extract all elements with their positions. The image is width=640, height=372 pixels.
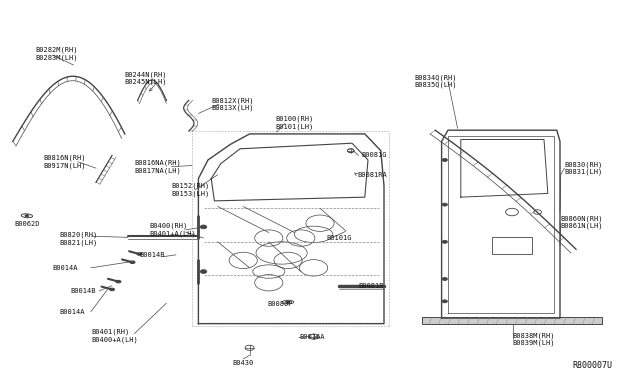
- Text: B0834Q(RH)
B0835Q(LH): B0834Q(RH) B0835Q(LH): [415, 74, 457, 88]
- Text: B0014B: B0014B: [70, 288, 96, 294]
- Circle shape: [200, 225, 207, 229]
- Circle shape: [200, 270, 207, 273]
- Text: B0816N(RH)
B0917N(LH): B0816N(RH) B0917N(LH): [43, 155, 85, 169]
- Text: B0244N(RH)
B0245N(LH): B0244N(RH) B0245N(LH): [125, 71, 167, 85]
- Text: B0080P: B0080P: [268, 301, 293, 307]
- Circle shape: [115, 280, 122, 283]
- Text: B0152(RH)
B0153(LH): B0152(RH) B0153(LH): [171, 183, 209, 197]
- Text: B0430: B0430: [232, 360, 253, 366]
- Text: B0101G: B0101G: [326, 235, 352, 241]
- Text: B0014A: B0014A: [52, 265, 78, 271]
- Text: B0081R: B0081R: [358, 283, 384, 289]
- Text: B0016A: B0016A: [299, 334, 324, 340]
- Text: B0081G: B0081G: [362, 153, 387, 158]
- Text: B0830(RH)
B0831(LH): B0830(RH) B0831(LH): [564, 161, 603, 175]
- Text: B0812X(RH)
B0813X(LH): B0812X(RH) B0813X(LH): [211, 97, 253, 111]
- Text: B0400(RH)
B0401+A(LH): B0400(RH) B0401+A(LH): [150, 223, 196, 237]
- Text: B0014A: B0014A: [60, 310, 85, 315]
- Circle shape: [25, 215, 29, 217]
- Text: B0838M(RH)
B0839M(LH): B0838M(RH) B0839M(LH): [512, 332, 554, 346]
- Circle shape: [109, 288, 115, 291]
- Circle shape: [129, 260, 136, 264]
- Circle shape: [286, 301, 290, 303]
- Text: B0401(RH)
B0400+A(LH): B0401(RH) B0400+A(LH): [92, 328, 138, 343]
- Circle shape: [442, 300, 447, 303]
- Text: B0282M(RH)
B0283M(LH): B0282M(RH) B0283M(LH): [35, 47, 77, 61]
- Text: B0860N(RH)
B0861N(LH): B0860N(RH) B0861N(LH): [560, 215, 602, 229]
- Circle shape: [442, 203, 447, 206]
- FancyBboxPatch shape: [422, 317, 602, 324]
- Circle shape: [442, 158, 447, 161]
- Text: B0820(RH)
B0821(LH): B0820(RH) B0821(LH): [59, 232, 97, 246]
- Text: B0100(RH)
B0101(LH): B0100(RH) B0101(LH): [275, 116, 314, 130]
- Text: B0014B: B0014B: [140, 252, 165, 258]
- Circle shape: [442, 240, 447, 243]
- Text: B0816NA(RH)
B0817NA(LH): B0816NA(RH) B0817NA(LH): [134, 160, 181, 174]
- Circle shape: [136, 252, 143, 256]
- Text: R800007U: R800007U: [573, 361, 613, 370]
- Circle shape: [442, 278, 447, 280]
- Text: B0081RA: B0081RA: [357, 172, 387, 178]
- Text: B0062D: B0062D: [14, 221, 40, 227]
